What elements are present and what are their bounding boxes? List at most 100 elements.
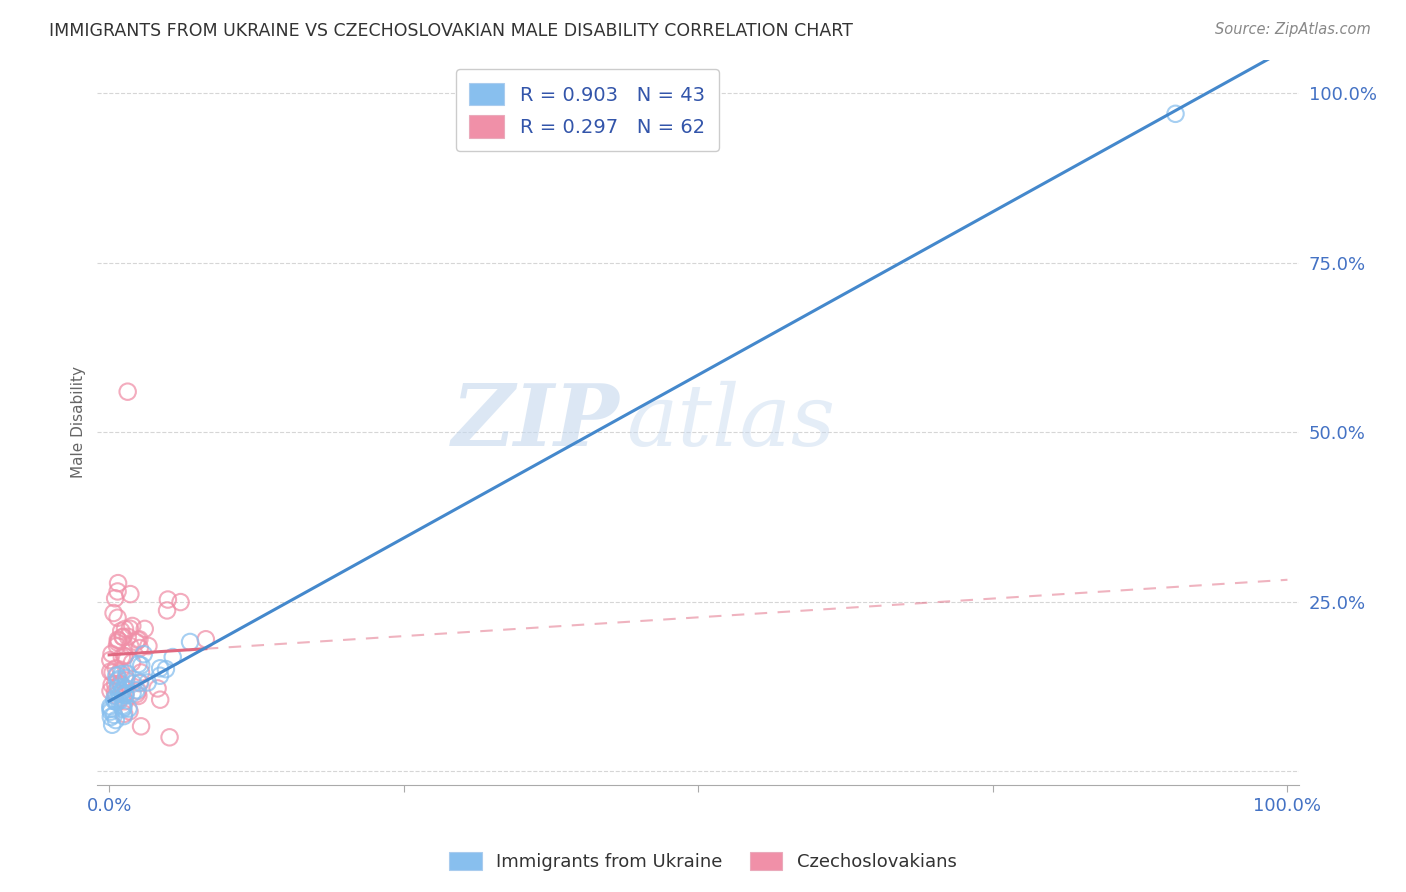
Point xyxy=(149,669,172,683)
Text: Source: ZipAtlas.com: Source: ZipAtlas.com xyxy=(1215,22,1371,37)
Point xyxy=(162,650,184,665)
Point xyxy=(115,673,138,688)
Point xyxy=(110,624,132,638)
Point xyxy=(179,635,201,649)
Point xyxy=(104,677,127,691)
Point xyxy=(103,606,125,620)
Point xyxy=(194,632,217,647)
Point xyxy=(108,694,131,708)
Text: ZIP: ZIP xyxy=(453,380,620,464)
Point xyxy=(114,649,136,664)
Point xyxy=(111,698,134,713)
Point xyxy=(129,675,152,690)
Point xyxy=(100,710,122,724)
Point xyxy=(156,603,179,617)
Point xyxy=(98,699,121,714)
Point xyxy=(138,639,160,653)
Point xyxy=(120,587,142,601)
Point xyxy=(103,692,125,706)
Point xyxy=(101,665,124,680)
Point xyxy=(127,632,149,647)
Point xyxy=(149,692,172,706)
Point xyxy=(114,622,136,636)
Point xyxy=(104,694,127,708)
Point xyxy=(100,684,122,698)
Legend: Immigrants from Ukraine, Czechoslovakians: Immigrants from Ukraine, Czechoslovakian… xyxy=(441,845,965,879)
Point xyxy=(114,688,136,702)
Point xyxy=(146,681,169,696)
Point xyxy=(107,635,129,649)
Point xyxy=(105,639,128,653)
Point xyxy=(118,622,141,636)
Point xyxy=(128,657,150,671)
Point xyxy=(114,686,136,700)
Point xyxy=(112,649,135,664)
Point xyxy=(110,667,132,681)
Point xyxy=(111,685,134,699)
Point xyxy=(112,706,135,721)
Point xyxy=(104,684,127,698)
Point xyxy=(112,680,135,694)
Y-axis label: Male Disability: Male Disability xyxy=(72,367,86,478)
Point xyxy=(118,705,141,719)
Point xyxy=(105,668,128,682)
Point xyxy=(132,647,155,661)
Point xyxy=(98,653,121,667)
Point xyxy=(155,662,177,676)
Point xyxy=(107,672,129,686)
Point xyxy=(120,639,142,653)
Point xyxy=(100,647,122,661)
Point xyxy=(100,705,122,719)
Point xyxy=(105,673,128,688)
Point xyxy=(114,688,136,702)
Point xyxy=(110,677,132,691)
Point xyxy=(104,713,127,727)
Point xyxy=(121,656,143,670)
Point xyxy=(129,658,152,673)
Point xyxy=(110,663,132,677)
Point xyxy=(107,633,129,648)
Point xyxy=(127,684,149,698)
Point xyxy=(111,702,134,716)
Point xyxy=(104,689,127,703)
Point xyxy=(111,684,134,698)
Point xyxy=(100,678,122,692)
Point xyxy=(128,632,150,647)
Point xyxy=(125,635,148,649)
Point xyxy=(149,661,172,675)
Point xyxy=(115,666,138,681)
Point xyxy=(134,622,156,636)
Point xyxy=(104,661,127,675)
Point xyxy=(107,611,129,625)
Legend: R = 0.903   N = 43, R = 0.297   N = 62: R = 0.903 N = 43, R = 0.297 N = 62 xyxy=(456,70,718,151)
Point xyxy=(110,678,132,692)
Point xyxy=(121,686,143,700)
Point xyxy=(104,591,127,606)
Point xyxy=(98,665,121,679)
Point xyxy=(117,701,139,715)
Point xyxy=(112,700,135,714)
Point xyxy=(100,702,122,716)
Point xyxy=(128,641,150,656)
Point xyxy=(107,576,129,591)
Point xyxy=(104,695,127,709)
Point xyxy=(125,683,148,698)
Point xyxy=(111,650,134,665)
Point xyxy=(169,595,191,609)
Point xyxy=(107,679,129,693)
Point xyxy=(129,719,152,733)
Point xyxy=(111,630,134,644)
Text: IMMIGRANTS FROM UKRAINE VS CZECHOSLOVAKIAN MALE DISABILITY CORRELATION CHART: IMMIGRANTS FROM UKRAINE VS CZECHOSLOVAKI… xyxy=(49,22,853,40)
Point xyxy=(112,630,135,644)
Point xyxy=(101,718,124,732)
Point xyxy=(136,675,159,690)
Point xyxy=(159,731,181,745)
Point xyxy=(103,707,125,722)
Point xyxy=(127,689,149,703)
Point xyxy=(107,632,129,647)
Point xyxy=(117,630,139,644)
Point xyxy=(156,592,179,607)
Point xyxy=(107,584,129,599)
Point xyxy=(115,671,138,685)
Point xyxy=(125,687,148,701)
